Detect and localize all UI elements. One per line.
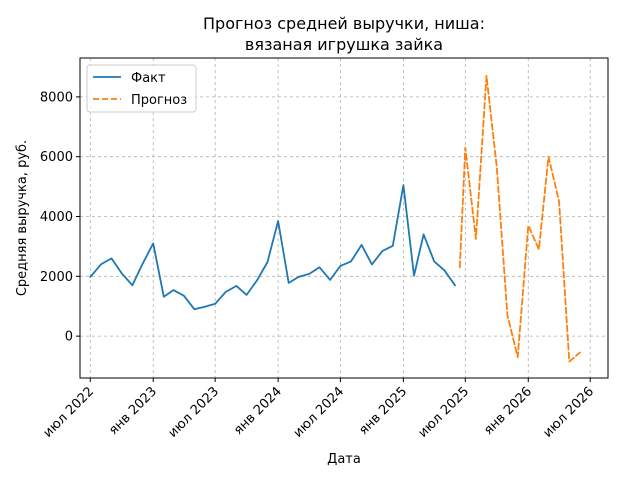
- y-axis-label: Средняя выручка, руб.: [15, 140, 30, 296]
- y-tick-label: 6000: [40, 150, 73, 165]
- grid: [80, 58, 608, 378]
- y-tick-label: 2000: [40, 270, 73, 285]
- y-tick-label: 4000: [40, 210, 73, 225]
- series-line-fact: [89, 184, 456, 311]
- y-tick-label: 0: [65, 330, 73, 345]
- legend-label-forecast: Прогноз: [131, 93, 187, 108]
- x-axis-label: Дата: [327, 452, 361, 467]
- series-line-forecast: [458, 75, 581, 363]
- y-tick-label: 8000: [40, 90, 73, 105]
- chart-title-line-1: Прогноз средней выручки, ниша:: [203, 14, 485, 33]
- series-layer: [89, 75, 581, 363]
- chart-title-line-2: вязаная игрушка зайка: [245, 35, 443, 54]
- plot-frame: [79, 57, 609, 379]
- legend: Факт Прогноз: [86, 64, 197, 113]
- legend-label-fact: Факт: [131, 71, 166, 86]
